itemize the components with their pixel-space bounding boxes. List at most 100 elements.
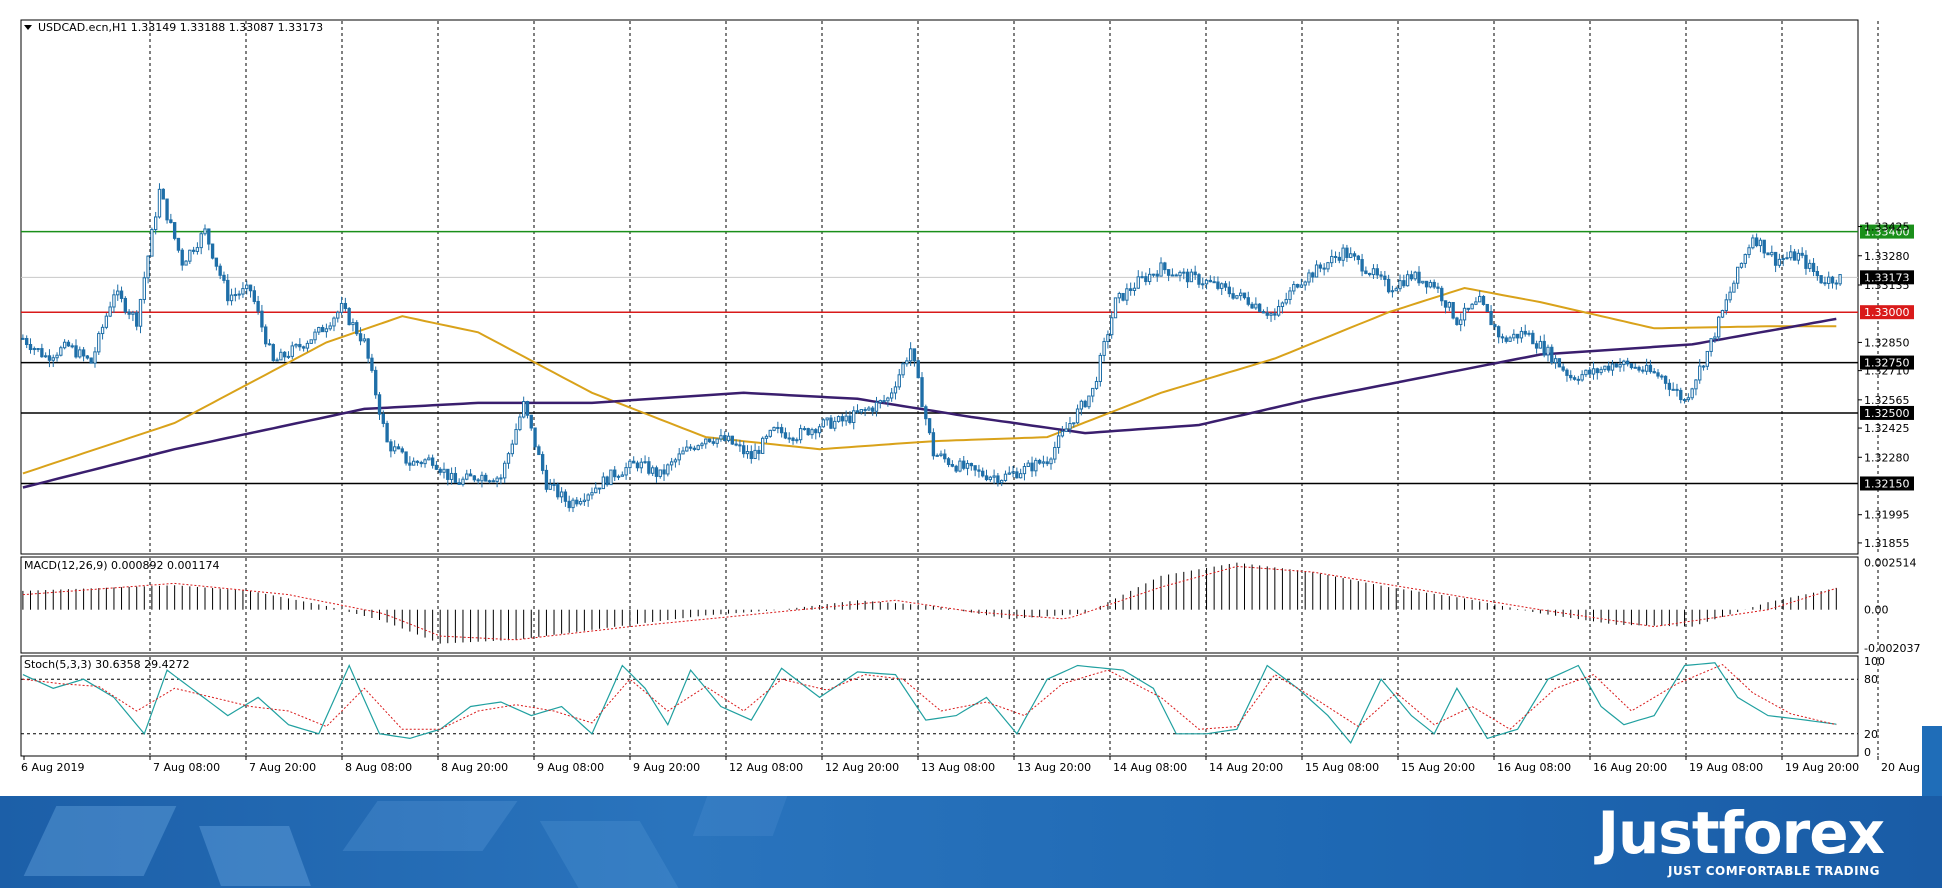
candle-body	[313, 331, 317, 341]
candle-body	[597, 487, 602, 490]
candle-body	[62, 341, 67, 349]
candle-body	[742, 445, 746, 455]
candle-body	[1459, 319, 1463, 325]
candle-body	[93, 351, 97, 364]
candle-body	[681, 450, 685, 455]
candle-body	[669, 461, 674, 466]
level-tag-label: 1.32500	[1864, 407, 1910, 420]
candle-body	[1041, 461, 1046, 464]
candle-body	[1056, 435, 1061, 448]
candle-body	[25, 338, 29, 346]
current-price-label: 1.33173	[1864, 271, 1910, 284]
stoch-panel[interactable]	[20, 655, 1859, 757]
candle-body	[506, 453, 511, 464]
candle-body	[821, 419, 826, 428]
candle-body	[480, 474, 484, 482]
candle-body	[1830, 276, 1835, 284]
candle-body	[1394, 288, 1398, 292]
candle-body	[1026, 462, 1030, 468]
candle-body	[1087, 395, 1091, 408]
candle-body	[1113, 297, 1118, 319]
candle-body	[954, 465, 958, 472]
candle-body	[457, 482, 461, 485]
candle-body	[559, 491, 564, 498]
candle-body	[715, 438, 719, 444]
candle-body	[1208, 279, 1213, 283]
candle-body	[55, 354, 59, 359]
candle-body	[1106, 334, 1110, 343]
candle-body	[1330, 255, 1334, 264]
candle-body	[358, 333, 363, 342]
candle-body	[893, 386, 898, 394]
candle-body	[1588, 369, 1592, 375]
brand-footer: Justforex JUST COMFORTABLE TRADING	[0, 796, 1942, 888]
candle-body	[320, 327, 325, 333]
candle-body	[1349, 253, 1353, 258]
candle-body	[1489, 310, 1493, 326]
candle-body	[1512, 333, 1516, 339]
level-tag-label: 1.32750	[1864, 357, 1910, 370]
symbol-header: USDCAD.ecn,H1 1.33149 1.33188 1.33087 1.…	[38, 21, 323, 34]
candle-body	[810, 429, 814, 436]
candle-body	[1178, 271, 1182, 277]
justforex-logo[interactable]: Justforex	[1597, 799, 1885, 867]
candle-body	[734, 443, 738, 446]
candle-body	[1523, 330, 1527, 335]
candle-body	[639, 461, 643, 469]
candle-body	[700, 443, 704, 447]
candle-body	[1117, 292, 1121, 299]
candle-body	[36, 348, 40, 351]
candle-body	[393, 446, 397, 452]
candle-body	[1128, 288, 1133, 291]
candle-body	[119, 290, 124, 299]
candle-body	[366, 338, 370, 359]
candle-body	[916, 360, 920, 379]
candle-body	[59, 347, 63, 356]
candle-body	[1034, 459, 1038, 472]
x-tick-label: 9 Aug 20:00	[633, 761, 700, 774]
candle-body	[1163, 262, 1167, 271]
candle-body	[1796, 252, 1801, 261]
candle-body	[1053, 446, 1057, 460]
decor-shard	[692, 796, 788, 836]
decor-shard	[23, 806, 177, 876]
candle-body	[1781, 258, 1785, 261]
candle-body	[1094, 380, 1099, 389]
candle-body	[730, 435, 735, 445]
candle-body	[362, 338, 367, 342]
candle-body	[347, 307, 351, 326]
dropdown-triangle-icon[interactable]	[24, 25, 32, 30]
candle-body	[245, 284, 249, 290]
candle-body	[301, 346, 306, 349]
decor-shard	[342, 801, 518, 851]
candle-body	[935, 454, 939, 457]
candle-body	[1037, 459, 1042, 464]
candle-body	[673, 459, 678, 463]
candle-body	[768, 429, 772, 437]
stoch-y-label: 0	[1864, 746, 1871, 759]
candle-body	[1663, 375, 1668, 384]
candle-body	[184, 260, 188, 266]
candle-body	[529, 414, 533, 429]
candle-body	[1311, 272, 1315, 278]
candlesticks	[21, 183, 1842, 513]
candle-body	[571, 499, 575, 509]
macd-panel[interactable]	[20, 556, 1859, 654]
candle-body	[757, 449, 761, 454]
candle-body	[1584, 369, 1588, 376]
y-tick-label: 1.31995	[1864, 509, 1910, 522]
candle-body	[1743, 254, 1747, 264]
price-panel[interactable]	[20, 19, 1859, 555]
candle-body	[1280, 302, 1285, 308]
candle-body	[1792, 251, 1797, 261]
candle-body	[852, 410, 856, 424]
candle-body	[1785, 257, 1789, 260]
candle-body	[408, 462, 412, 466]
candle-body	[958, 460, 962, 472]
candle-body	[931, 432, 936, 457]
candle-body	[1345, 247, 1349, 258]
x-tick-label: 19 Aug 08:00	[1689, 761, 1763, 774]
candle-body	[1386, 278, 1391, 293]
candle-body	[172, 222, 177, 239]
candle-body	[385, 422, 389, 443]
